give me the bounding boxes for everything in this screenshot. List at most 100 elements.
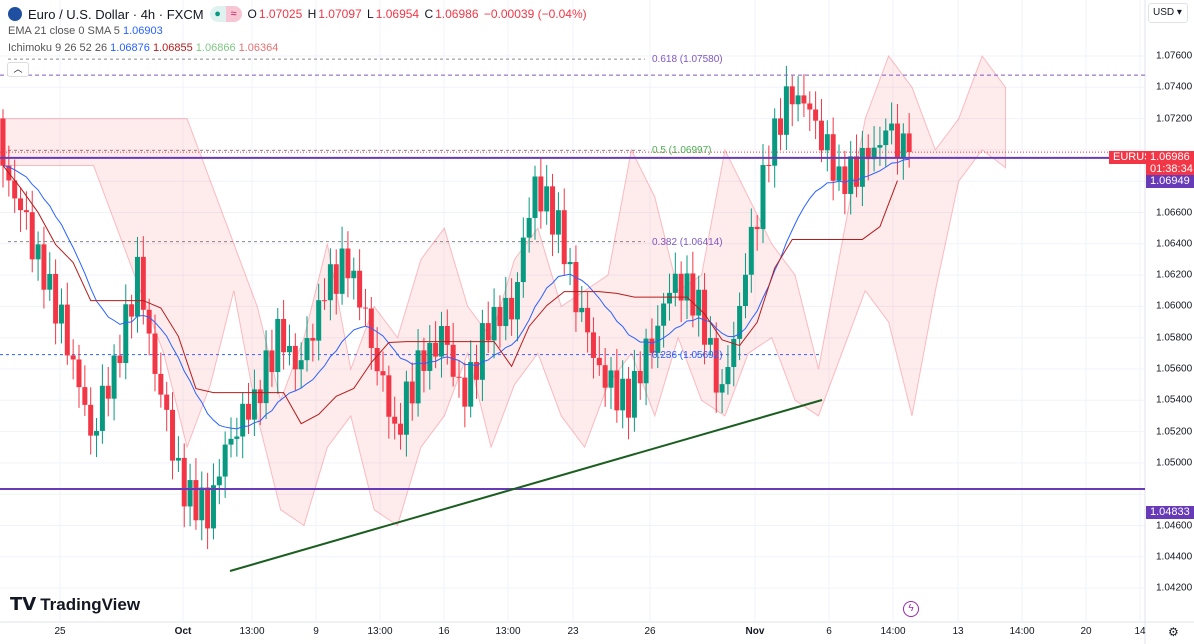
candle (205, 487, 211, 529)
symbol-title[interactable]: Euro / U.S. Dollar · 4h · FXCM (28, 6, 204, 22)
price-axis-label: 1.05400 (1156, 394, 1193, 406)
candle (345, 248, 351, 279)
candle (339, 248, 345, 294)
lightning-icon[interactable]: ϟ (903, 601, 919, 617)
price-axis-label: 1.07600 (1156, 50, 1193, 62)
candle (415, 350, 421, 404)
fib-level-label: 0.236 (1.05692) (652, 349, 723, 361)
candle (702, 289, 708, 345)
settings-icon[interactable]: ⚙ (1168, 625, 1179, 639)
candle (620, 378, 626, 411)
candle (778, 118, 784, 135)
candle (398, 423, 404, 435)
candle (883, 130, 889, 146)
time-axis-label: 6 (826, 626, 832, 637)
candle (807, 103, 813, 110)
candle (82, 387, 88, 405)
price-axis-label: 1.06600 (1156, 207, 1193, 218)
candle (725, 367, 731, 385)
candle (748, 226, 754, 275)
candle (877, 145, 883, 148)
collapse-legend-button[interactable]: ︿ (7, 62, 29, 77)
candle (474, 362, 480, 380)
candle (783, 86, 789, 135)
candle (456, 376, 462, 378)
candle (766, 165, 772, 167)
candle (579, 307, 585, 313)
candle (742, 274, 748, 306)
fib-level-label: 0.382 (1.06414) (652, 236, 723, 248)
candle (900, 133, 906, 158)
candle (649, 338, 655, 353)
candle (129, 304, 135, 317)
candle (666, 292, 672, 304)
ohlc-values: O 1.07025 H 1.07097 L 1.06954 C 1.06986 −0.0… (247, 7, 587, 21)
kijun-line (2, 165, 898, 425)
candle (53, 273, 59, 324)
candle (111, 355, 117, 399)
price-axis-label: 1.06000 (1156, 300, 1193, 312)
candle (292, 345, 298, 370)
candle (94, 430, 100, 436)
candle (567, 262, 573, 265)
time-axis-label: Oct (174, 626, 192, 637)
candle (479, 323, 485, 380)
candle (737, 305, 743, 339)
candle (117, 355, 123, 364)
market-status[interactable]: ● ≈ (209, 6, 242, 22)
candle (444, 326, 450, 345)
candle (608, 370, 614, 388)
candle (468, 362, 474, 407)
ema-legend[interactable]: EMA 21 close 0 SMA 5 1.06903 (8, 25, 163, 37)
candle (210, 485, 216, 529)
candle (158, 373, 164, 395)
candle (99, 385, 105, 431)
candle (848, 156, 854, 194)
candle (789, 86, 795, 105)
time-axis-label: 26 (644, 626, 656, 637)
candle (23, 210, 29, 213)
time-axis-label: 13 (952, 626, 964, 637)
currency-select[interactable]: USD ▾ (1148, 3, 1188, 23)
candle (526, 217, 532, 238)
price-axis-label: 1.04200 (1156, 582, 1193, 594)
candle (684, 273, 690, 301)
time-axis-label: 13:00 (239, 626, 265, 637)
delayed-icon: ≈ (225, 6, 242, 22)
ema-line (2, 158, 910, 430)
candle (871, 147, 877, 160)
candle (760, 165, 766, 230)
candle (514, 282, 520, 320)
candle (824, 134, 830, 151)
candle (661, 303, 667, 326)
candle (310, 338, 316, 341)
candle (58, 304, 64, 324)
candle (316, 300, 322, 341)
time-axis-label: 9 (313, 626, 319, 637)
candle (672, 273, 678, 293)
candle (392, 416, 398, 424)
time-axis-label: 14 (1134, 626, 1146, 637)
time-axis-label: 13:00 (495, 626, 521, 637)
candle (585, 307, 591, 333)
price-axis-label: 1.04600 (1156, 520, 1193, 531)
candle (614, 370, 620, 411)
candle (818, 120, 824, 151)
ichimoku-cloud (0, 54, 1007, 527)
candle (561, 210, 567, 265)
time-axis-label: 13:00 (367, 626, 393, 637)
candle (865, 147, 871, 160)
candle (123, 304, 129, 364)
candle (170, 409, 176, 461)
candle (240, 403, 246, 437)
candle (181, 457, 187, 507)
price-axis-label: 1.04400 (1156, 551, 1193, 563)
candle (655, 325, 661, 353)
candle (719, 384, 725, 393)
candle (462, 377, 468, 407)
time-axis-label: 14:00 (1009, 626, 1035, 637)
candle (152, 333, 158, 374)
candle (257, 389, 263, 404)
ichimoku-legend[interactable]: Ichimoku 9 26 52 26 1.06876 1.06855 1.06… (8, 42, 279, 54)
